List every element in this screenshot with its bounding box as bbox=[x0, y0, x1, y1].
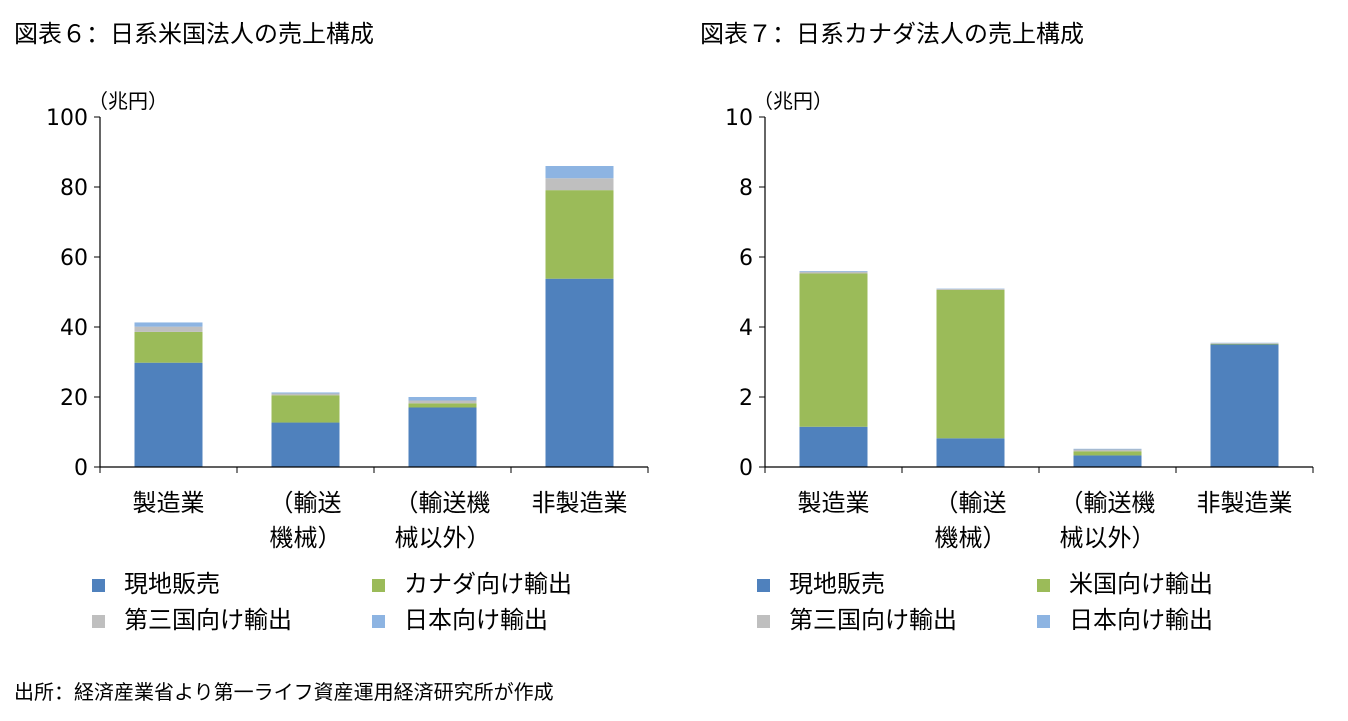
bar-segment bbox=[408, 397, 477, 401]
x-tick-label: 製造業 bbox=[133, 489, 205, 517]
legend-swatch bbox=[92, 579, 105, 592]
bar-segment bbox=[134, 326, 203, 332]
bar-segment bbox=[936, 288, 1005, 290]
bar-segment bbox=[408, 403, 477, 408]
bar-segment bbox=[1073, 449, 1142, 452]
bar-segment bbox=[271, 422, 340, 467]
bar-segment bbox=[799, 271, 868, 272]
y-axis-label: （兆円） bbox=[88, 89, 168, 113]
bar-segment bbox=[1210, 343, 1279, 344]
y-axis-label: （兆円） bbox=[753, 89, 833, 113]
bar-segment bbox=[1073, 455, 1142, 467]
bar-segment bbox=[1073, 451, 1142, 456]
x-tick-label: 非製造業 bbox=[1197, 489, 1293, 517]
x-tick-label: （輸送 bbox=[270, 489, 342, 517]
y-tick-label: 20 bbox=[60, 386, 88, 411]
bar-segment bbox=[134, 331, 203, 363]
bar-segment bbox=[936, 438, 1005, 467]
bar-segment bbox=[134, 362, 203, 467]
bar-segment bbox=[799, 271, 868, 274]
bar-segment bbox=[408, 400, 477, 404]
legend-label: 第三国向け輸出 bbox=[124, 606, 292, 634]
chart-title: 図表７：日系カナダ法人の売上構成 bbox=[700, 20, 1084, 48]
legend-swatch bbox=[92, 615, 105, 628]
x-tick-label: （輸送 bbox=[935, 489, 1007, 517]
bar-segment bbox=[1073, 448, 1142, 450]
bar-segment bbox=[271, 392, 340, 394]
bar-segment bbox=[799, 426, 868, 467]
bar-segment bbox=[799, 273, 868, 427]
x-tick-label: 械以外） bbox=[1060, 524, 1156, 552]
x-tick-label: （輸送機 bbox=[395, 489, 491, 517]
legend-swatch bbox=[1037, 615, 1050, 628]
y-tick-label: 40 bbox=[60, 316, 88, 341]
bar-segment bbox=[271, 393, 340, 396]
legend-swatch bbox=[372, 579, 385, 592]
x-tick-label: 非製造業 bbox=[532, 489, 628, 517]
legend-label: 第三国向け輸出 bbox=[789, 606, 957, 634]
legend-label: 現地販売 bbox=[789, 570, 885, 598]
legend-label: 現地販売 bbox=[124, 570, 220, 598]
chart-title: 図表６：日系米国法人の売上構成 bbox=[14, 20, 374, 48]
source-note: 出所：経済産業省より第一ライフ資産運用経済研究所が作成 bbox=[14, 680, 554, 704]
bar-segment bbox=[936, 289, 1005, 439]
legend-label: 日本向け輸出 bbox=[1069, 606, 1213, 634]
y-tick-label: 10 bbox=[725, 106, 753, 131]
bar-segment bbox=[271, 395, 340, 423]
bar-segment bbox=[545, 166, 614, 179]
bar-segment bbox=[545, 190, 614, 279]
legend-swatch bbox=[1037, 579, 1050, 592]
legend-swatch bbox=[372, 615, 385, 628]
bar-segment bbox=[134, 322, 203, 327]
x-tick-label: 械以外） bbox=[395, 524, 491, 552]
legend-label: カナダ向け輸出 bbox=[404, 570, 572, 598]
bar-segment bbox=[545, 178, 614, 191]
y-tick-label: 0 bbox=[739, 456, 753, 481]
legend-swatch bbox=[757, 579, 770, 592]
y-tick-label: 100 bbox=[46, 106, 88, 131]
y-tick-label: 6 bbox=[739, 246, 753, 271]
legend-label: 日本向け輸出 bbox=[404, 606, 548, 634]
y-tick-label: 80 bbox=[60, 176, 88, 201]
y-tick-label: 4 bbox=[739, 316, 753, 341]
bar-segment bbox=[1210, 343, 1279, 345]
y-tick-label: 2 bbox=[739, 386, 753, 411]
bar-segment bbox=[1210, 344, 1279, 467]
bar-segment bbox=[408, 407, 477, 467]
legend-swatch bbox=[757, 615, 770, 628]
y-tick-label: 8 bbox=[739, 176, 753, 201]
y-tick-label: 60 bbox=[60, 246, 88, 271]
x-tick-label: 製造業 bbox=[798, 489, 870, 517]
y-tick-label: 0 bbox=[74, 456, 88, 481]
x-tick-label: 機械） bbox=[935, 524, 1007, 552]
x-tick-label: 機械） bbox=[270, 524, 342, 552]
x-tick-label: （輸送機 bbox=[1060, 489, 1156, 517]
legend-label: 米国向け輸出 bbox=[1069, 570, 1213, 598]
bar-segment bbox=[545, 278, 614, 467]
